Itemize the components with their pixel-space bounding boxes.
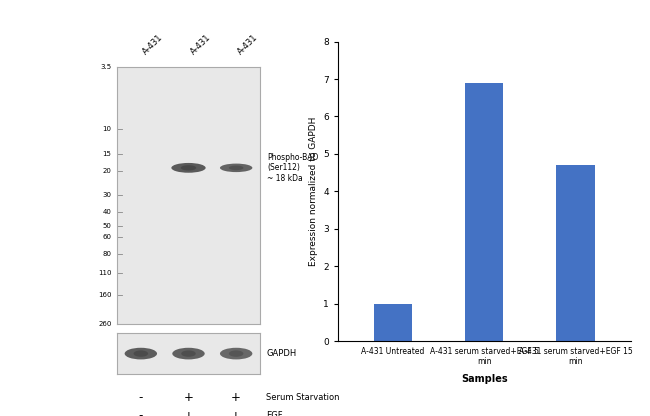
Text: -: -: [138, 409, 143, 416]
Text: 110: 110: [98, 270, 111, 276]
Text: 20: 20: [103, 168, 111, 174]
Text: 10: 10: [103, 126, 111, 132]
Text: 160: 160: [98, 292, 111, 298]
Text: +: +: [183, 391, 194, 404]
Text: -: -: [138, 391, 143, 404]
Text: 40: 40: [103, 209, 111, 215]
Ellipse shape: [229, 166, 244, 170]
Ellipse shape: [220, 348, 252, 359]
Text: 30: 30: [103, 192, 111, 198]
Text: A-431: A-431: [141, 32, 164, 56]
Ellipse shape: [133, 350, 148, 357]
Ellipse shape: [172, 348, 205, 359]
Text: 260: 260: [98, 322, 111, 327]
Text: Phospho-BAD
(Ser112)
~ 18 kDa: Phospho-BAD (Ser112) ~ 18 kDa: [267, 153, 318, 183]
Text: 60: 60: [103, 234, 111, 240]
Text: +: +: [231, 409, 241, 416]
Text: 80: 80: [103, 251, 111, 257]
Bar: [374, 304, 412, 341]
X-axis label: Samples: Samples: [461, 374, 508, 384]
Text: A-431: A-431: [236, 32, 260, 56]
Text: 3.5: 3.5: [100, 64, 111, 69]
Text: +: +: [231, 391, 241, 404]
Y-axis label: Expression normalized to GAPDH: Expression normalized to GAPDH: [309, 116, 318, 266]
Text: Serum Starvation: Serum Starvation: [266, 393, 340, 402]
Ellipse shape: [181, 165, 196, 171]
Text: 15: 15: [103, 151, 111, 157]
Ellipse shape: [220, 163, 252, 172]
Text: EGF: EGF: [266, 411, 283, 416]
Text: +: +: [183, 409, 194, 416]
Ellipse shape: [229, 350, 244, 357]
Text: A-431: A-431: [188, 32, 212, 56]
Text: GAPDH: GAPDH: [267, 349, 297, 358]
Ellipse shape: [181, 350, 196, 357]
Ellipse shape: [125, 348, 157, 359]
Bar: [556, 165, 595, 341]
Ellipse shape: [172, 163, 205, 173]
Text: 50: 50: [103, 223, 111, 229]
Bar: [465, 83, 504, 341]
